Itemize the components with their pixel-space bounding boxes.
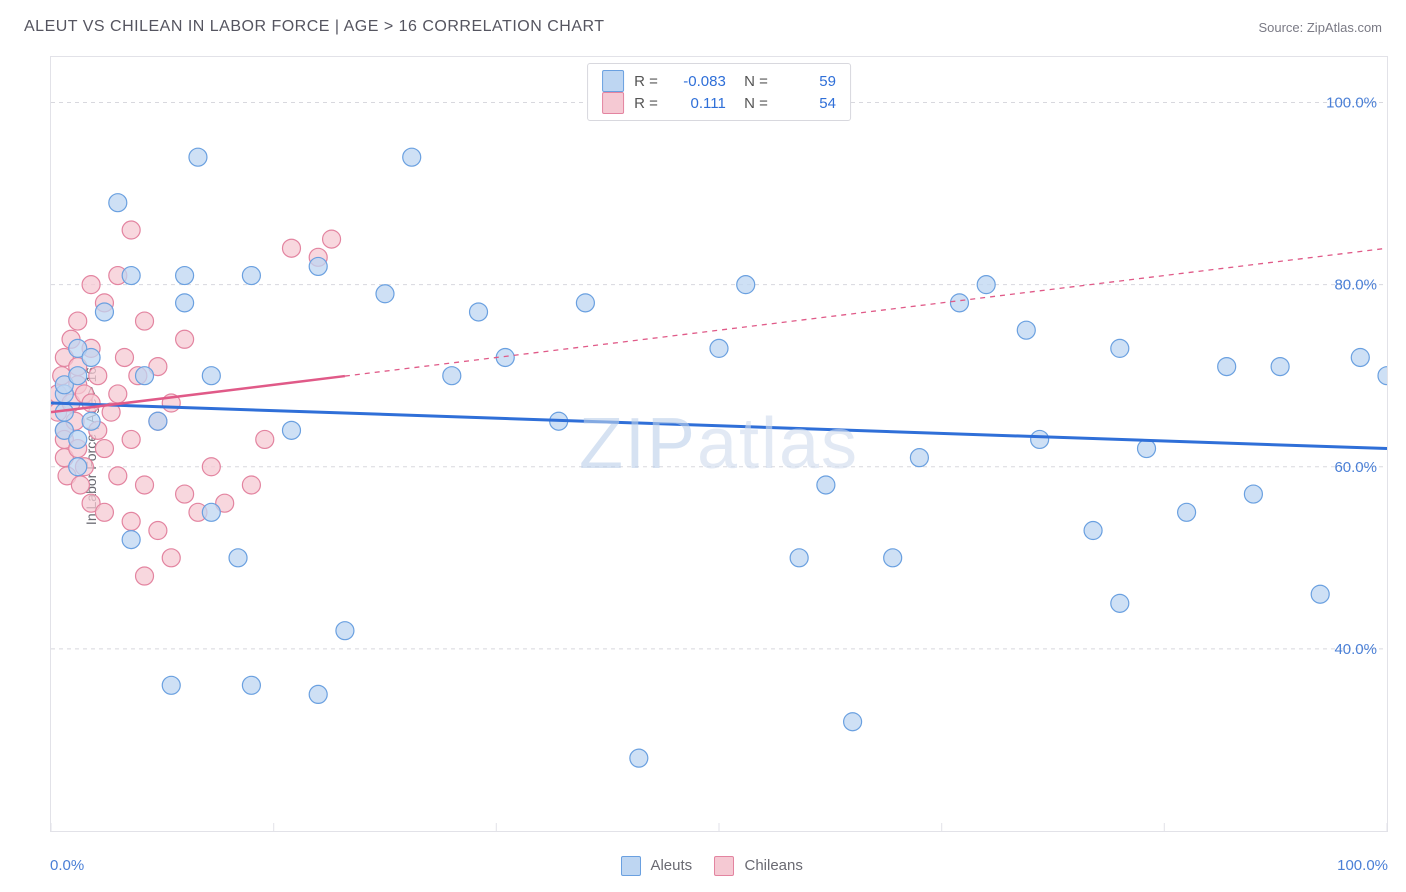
scatter-plot: 40.0% 60.0% 80.0% 100.0% xyxy=(51,57,1387,831)
legend-r-label: R = xyxy=(634,73,658,90)
legend-n-value-chileans: 54 xyxy=(778,95,836,112)
legend-r-value-chileans: 0.111 xyxy=(668,95,726,112)
series-legend: Aleuts Chileans xyxy=(0,856,1406,876)
correlation-legend: R = -0.083 N = 59 R = 0.111 N = 54 xyxy=(587,63,851,121)
legend-swatch-aleuts xyxy=(602,70,624,92)
legend-n-value-aleuts: 59 xyxy=(778,73,836,90)
legend-n-label: N = xyxy=(736,95,768,112)
footer-label-aleuts: Aleuts xyxy=(650,857,692,874)
svg-text:100.0%: 100.0% xyxy=(1326,95,1377,112)
footer-swatch-chileans xyxy=(714,856,734,876)
chart-header: ALEUT VS CHILEAN IN LABOR FORCE | AGE > … xyxy=(0,0,1406,46)
legend-n-label: N = xyxy=(736,73,768,90)
svg-text:80.0%: 80.0% xyxy=(1334,277,1377,294)
legend-r-value-aleuts: -0.083 xyxy=(668,73,726,90)
footer-swatch-aleuts xyxy=(621,856,641,876)
legend-swatch-chileans xyxy=(602,92,624,114)
footer-label-chileans: Chileans xyxy=(745,857,803,874)
legend-row-chileans: R = 0.111 N = 54 xyxy=(602,92,836,114)
svg-text:60.0%: 60.0% xyxy=(1334,459,1377,476)
legend-r-label: R = xyxy=(634,95,658,112)
legend-row-aleuts: R = -0.083 N = 59 xyxy=(602,70,836,92)
svg-text:40.0%: 40.0% xyxy=(1334,641,1377,658)
source-label: Source: ZipAtlas.com xyxy=(1258,20,1382,35)
chart-area: 40.0%60.0%80.0%100.0% ZIPatlas R = -0.08… xyxy=(50,56,1388,832)
chart-title: ALEUT VS CHILEAN IN LABOR FORCE | AGE > … xyxy=(24,18,605,36)
